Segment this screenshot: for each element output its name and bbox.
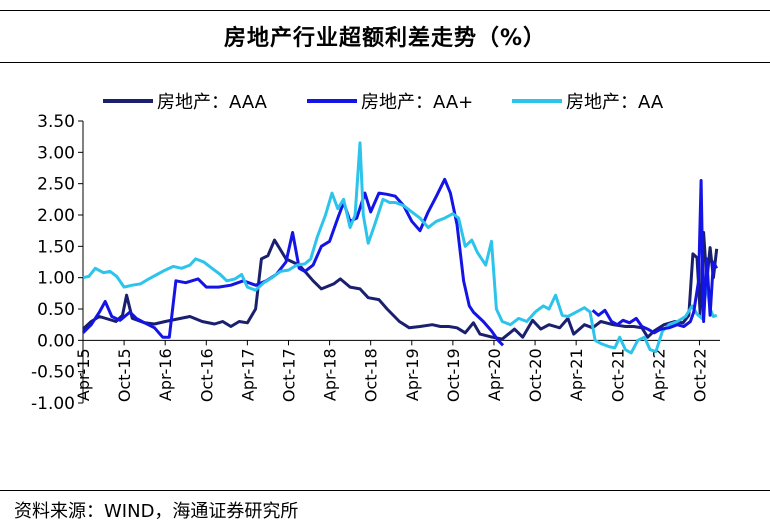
legend-label-0: 房地产：AAA <box>157 92 268 113</box>
legend-label-2: 房地产：AA <box>566 92 664 113</box>
x-tick-label: Oct-17 <box>279 348 298 402</box>
y-tick-label: -0.50 <box>31 363 75 383</box>
x-tick-label: Apr-17 <box>238 348 257 401</box>
y-tick-label: -1.00 <box>31 394 75 414</box>
y-tick-label: 0.00 <box>37 331 75 351</box>
y-tick-label: 3.00 <box>37 143 75 163</box>
x-tick-label: Oct-20 <box>526 348 545 402</box>
x-tick-label: Apr-19 <box>403 348 422 401</box>
legend-label-1: 房地产：AA+ <box>361 92 473 113</box>
y-tick-label: 2.50 <box>37 175 75 195</box>
y-tick-label: 1.50 <box>37 237 75 257</box>
x-axis: Apr-15 Oct-15 Apr-16 Oct-16 Apr-17 Oct-17 Apr-… <box>74 339 720 402</box>
title-rule <box>0 62 770 63</box>
source-note: 资料来源：WIND，海通证券研究所 <box>14 501 299 522</box>
series-line-2 <box>82 141 718 355</box>
x-tick-label: Apr-22 <box>649 348 668 401</box>
x-tick-label: Apr-18 <box>321 348 340 401</box>
x-tick-label: Apr-21 <box>567 348 586 401</box>
x-tick-label: Oct-18 <box>362 348 381 402</box>
series-line-1 <box>81 177 505 347</box>
source-rule <box>0 490 770 491</box>
x-tick-label: Oct-21 <box>608 348 627 402</box>
x-tick-label: Oct-22 <box>690 348 709 402</box>
top-rule <box>0 10 770 11</box>
y-tick-label: 1.00 <box>37 269 75 289</box>
x-tick-label: Oct-19 <box>444 348 463 402</box>
x-tick-label: Oct-16 <box>197 348 216 402</box>
x-tick-label: Apr-16 <box>156 348 175 401</box>
y-axis: 3.50 3.00 2.50 2.00 1.50 1.00 0.50 0.00 -0.50 -1.… <box>31 112 84 414</box>
y-tick-label: 3.50 <box>37 112 75 132</box>
x-tick-label: Apr-20 <box>485 348 504 401</box>
x-tick-label: Apr-15 <box>74 348 93 401</box>
y-tick-label: 0.50 <box>37 300 75 320</box>
series-line-0 <box>81 231 719 341</box>
plot-area <box>81 141 719 355</box>
x-tick-label: Oct-15 <box>115 348 134 402</box>
legend: 房地产：AAA 房地产：AA+ 房地产：AA <box>103 92 664 113</box>
y-tick-label: 2.00 <box>37 206 75 226</box>
chart-title: 房地产行业超额利差走势（%） <box>223 26 547 51</box>
series-line-3 <box>591 179 719 335</box>
